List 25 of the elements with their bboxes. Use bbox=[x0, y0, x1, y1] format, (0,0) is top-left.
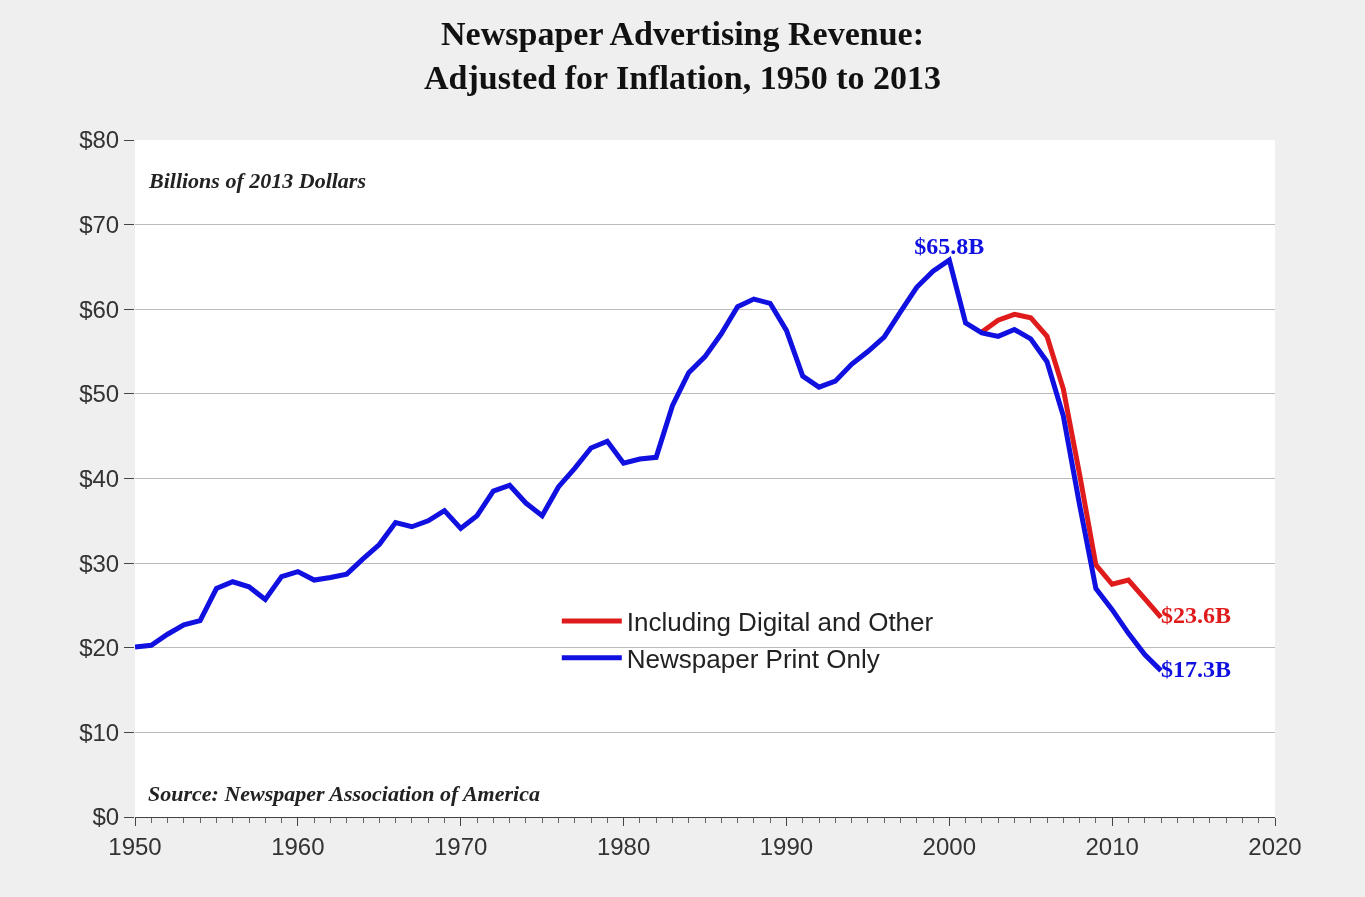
x-tick-label: 2010 bbox=[1085, 832, 1139, 860]
annotation: Source: Newspaper Association of America bbox=[148, 781, 540, 806]
y-tick-label: $80 bbox=[79, 126, 120, 154]
y-tick-label: $0 bbox=[92, 803, 120, 831]
annotation: Billions of 2013 Dollars bbox=[148, 168, 366, 193]
y-tick-label: $60 bbox=[79, 295, 120, 323]
x-tick-label: 1980 bbox=[596, 832, 651, 860]
data-label: $23.6B bbox=[1161, 602, 1232, 629]
x-tick-label: 2020 bbox=[1248, 832, 1302, 860]
x-tick-label: 2000 bbox=[922, 832, 976, 860]
x-tick-label: 1960 bbox=[271, 832, 325, 860]
y-tick-label: $10 bbox=[79, 718, 120, 746]
x-tick-label: 1990 bbox=[759, 832, 814, 860]
y-tick-label: $40 bbox=[79, 464, 120, 492]
data-label: $17.3B bbox=[1161, 655, 1232, 682]
y-tick-label: $30 bbox=[79, 549, 120, 577]
chart-title: Newspaper Advertising Revenue: Adjusted for Inflation, 1950 to 2013 bbox=[424, 14, 941, 97]
y-tick-label: $70 bbox=[79, 211, 120, 239]
y-tick-label: $50 bbox=[79, 380, 120, 408]
x-tick-label: 1970 bbox=[434, 832, 488, 860]
data-label: $65.8B bbox=[914, 233, 985, 260]
y-tick-label: $20 bbox=[79, 634, 120, 662]
legend-label: Including Digital and Other bbox=[626, 607, 934, 638]
x-tick-label: 1950 bbox=[108, 832, 162, 860]
legend-label: Newspaper Print Only bbox=[626, 643, 880, 674]
